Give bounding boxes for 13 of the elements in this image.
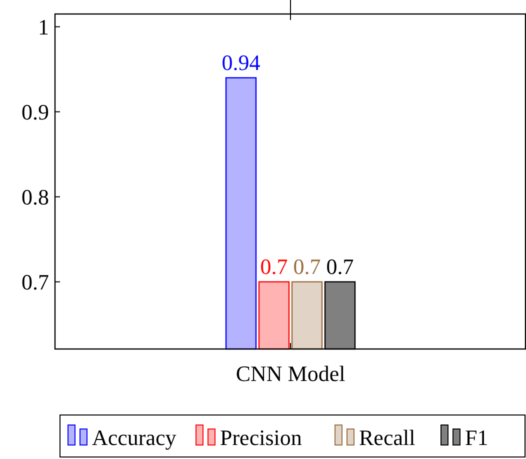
legend-label: Accuracy: [92, 425, 176, 450]
data-label: 0.7: [293, 254, 321, 279]
y-tick-label: 0.8: [22, 184, 49, 210]
legend-label: Recall: [359, 425, 416, 450]
y-tick-label: 0.9: [22, 99, 49, 124]
x-tick-label: CNN Model: [236, 361, 346, 386]
y-tick-label: 0.7: [22, 270, 49, 295]
y-tick-label: 1: [38, 14, 49, 40]
data-label: 0.94: [222, 50, 260, 75]
data-label: 0.7: [326, 254, 354, 279]
data-label: 0.7: [260, 254, 288, 279]
legend-label: F1: [465, 425, 488, 450]
legend-label: Precision: [220, 425, 302, 450]
